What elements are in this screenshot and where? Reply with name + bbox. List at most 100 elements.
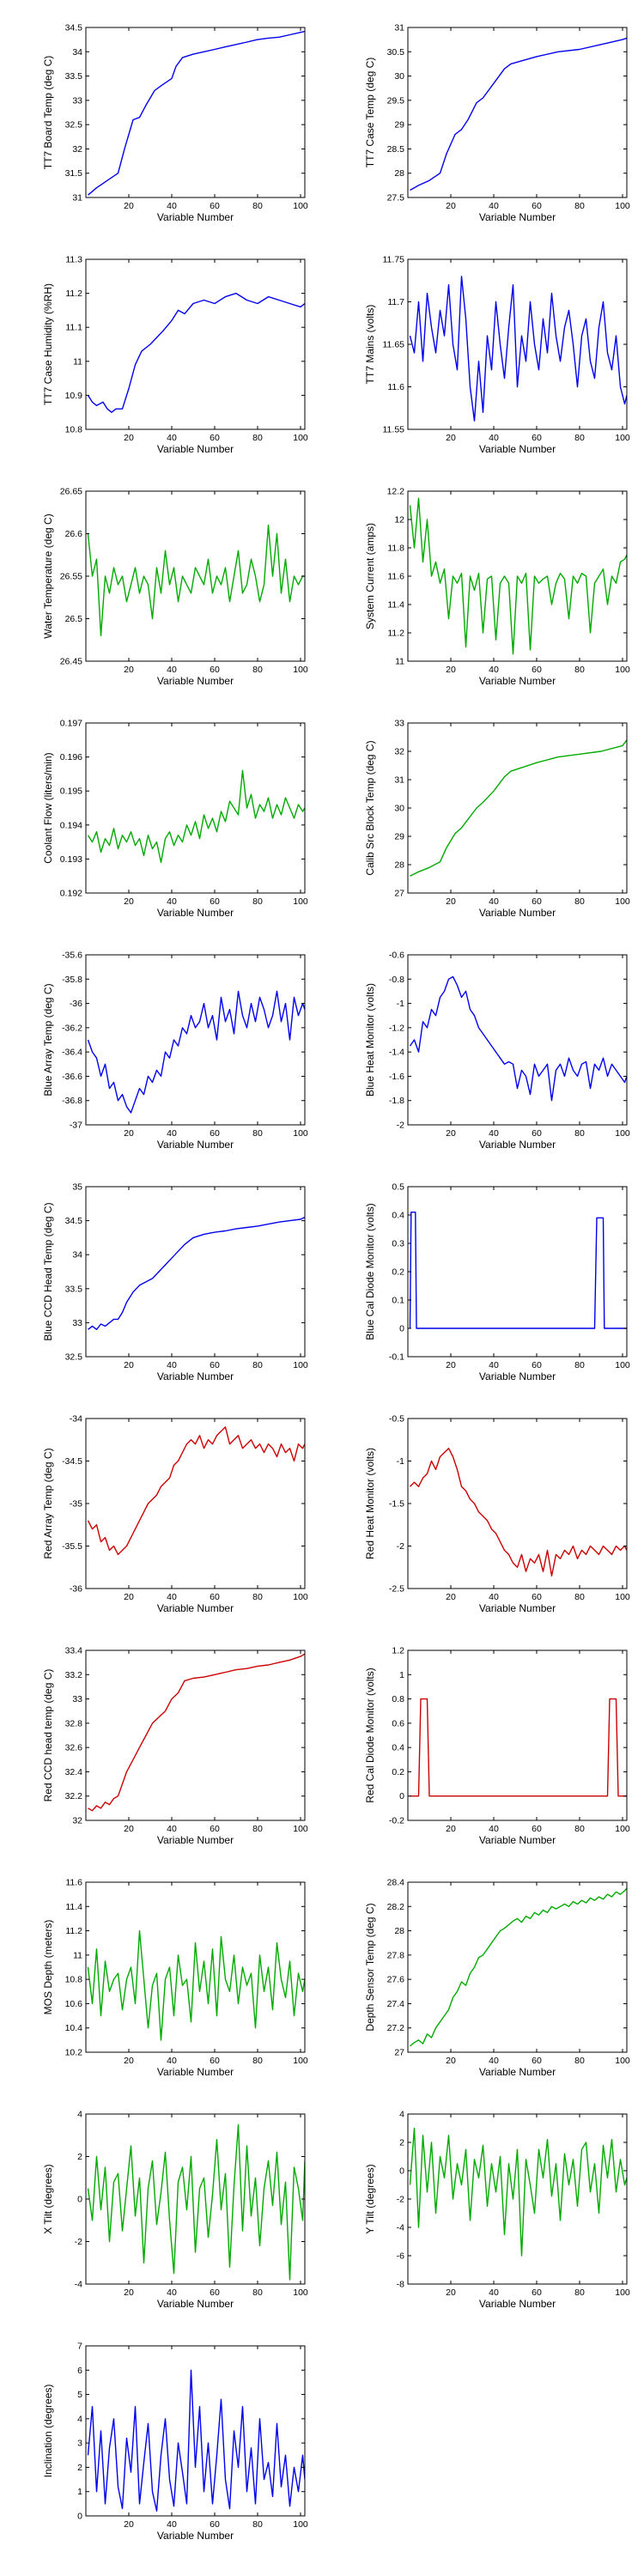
x-axis-label: Variable Number — [479, 675, 556, 687]
plot-frame — [407, 954, 628, 1126]
y-tick-label: 2 — [77, 2152, 82, 2162]
series-line — [409, 497, 627, 655]
y-tick-label: 11.2 — [65, 289, 82, 299]
x-axis-label: Variable Number — [157, 2530, 234, 2542]
y-tick-label: 32.2 — [65, 1791, 83, 1801]
series-line — [409, 1212, 627, 1329]
y-tick-label: 11.4 — [387, 600, 404, 611]
chart-svg: 20 40 60 80 100 32 32.2 32.4 32.6 32.8 33 33.2 33.4 V… — [42, 1646, 308, 1847]
x-tick-label: 100 — [293, 665, 308, 675]
x-tick-label: 100 — [293, 433, 308, 443]
y-tick-label: 10.6 — [65, 1999, 83, 2009]
x-tick-label: 60 — [532, 2287, 542, 2298]
x-tick-label: 60 — [210, 433, 220, 443]
x-tick-label: 60 — [532, 1360, 542, 1370]
y-tick-label: 33.5 — [65, 71, 83, 82]
x-tick-label: 40 — [167, 1360, 177, 1370]
y-tick-label: 30 — [394, 71, 404, 82]
chart-panel-11: 20 40 60 80 100 32.5 33 33.5 34 34.5 35 Variable Nu… — [0, 1159, 322, 1391]
plot-frame — [85, 722, 306, 894]
chart-panel-3: 20 40 60 80 100 10.8 10.9 11 11.1 11.2 11.3 Variabl… — [0, 232, 322, 464]
x-axis-label: Variable Number — [157, 2066, 234, 2078]
x-tick-label: 60 — [532, 1592, 542, 1602]
x-tick-label: 60 — [210, 1824, 220, 1834]
x-tick-label: 60 — [210, 665, 220, 675]
chart-svg: 20 40 60 80 100 -36 -35.5 -35 -34.5 -34 Variable N… — [42, 1414, 308, 1615]
y-tick-label: 27 — [394, 889, 404, 899]
plot-frame — [85, 1881, 306, 2053]
y-tick-label: 11 — [395, 657, 404, 667]
y-tick-label: 27.4 — [387, 1999, 405, 2009]
x-tick-label: 20 — [446, 2287, 456, 2298]
x-tick-label: 80 — [252, 2519, 263, 2530]
plot-frame — [407, 1186, 628, 1358]
y-tick-label: 32.6 — [65, 1743, 83, 1753]
y-axis-label: Blue Array Temp (deg C) — [42, 983, 54, 1096]
y-axis-label: Calib Src Block Temp (deg C) — [364, 740, 376, 875]
x-tick-label: 100 — [293, 1360, 308, 1370]
chart-panel-1: 20 40 60 80 100 31 31.5 32 32.5 33 33.5 34 34.5 Varia… — [0, 0, 322, 232]
chart-panel-16: 20 40 60 80 100 -0.2 0 0.2 0.4 0.6 0.8 1 1.2 Variable… — [322, 1623, 644, 1855]
x-tick-label: 20 — [446, 1824, 456, 1834]
y-tick-label: 0.4 — [392, 1743, 404, 1753]
y-tick-label: 32 — [72, 144, 82, 155]
chart-svg: 20 40 60 80 100 0.192 0.193 0.194 0.195 0.196 0.19… — [42, 719, 308, 920]
chart-panel-5: 20 40 60 80 100 26.45 26.5 26.55 26.6 26.65 Variab… — [0, 464, 322, 696]
x-tick-label: 20 — [446, 433, 456, 443]
series-line — [88, 1653, 305, 1812]
chart-panel-14: 20 40 60 80 100 -2.5 -2 -1.5 -1 -0.5 Variable Numb… — [322, 1391, 644, 1623]
y-tick-label: 1 — [77, 2487, 82, 2497]
y-axis-label: Depth Sensor Temp (deg C) — [364, 1903, 376, 2031]
x-tick-label: 100 — [293, 201, 308, 211]
y-tick-label: 10.8 — [65, 1975, 83, 1985]
chart-svg: 20 40 60 80 100 -4 -2 0 2 4 Variable Number X Tilt … — [42, 2110, 308, 2311]
y-tick-label: 0 — [77, 2512, 82, 2522]
x-axis-label: Variable Number — [479, 1834, 556, 1846]
y-tick-label: -35.6 — [62, 951, 82, 961]
plot-frame — [85, 27, 306, 198]
x-tick-label: 100 — [615, 201, 630, 211]
x-tick-label: 20 — [124, 1128, 134, 1139]
y-axis-label: Coolant Flow (liters/min) — [42, 752, 54, 863]
y-tick-label: -2 — [397, 1541, 404, 1552]
y-tick-label: 34.5 — [65, 1216, 83, 1226]
x-tick-label: 60 — [210, 1360, 220, 1370]
y-tick-label: 0.192 — [60, 889, 82, 899]
x-axis-label: Variable Number — [479, 2298, 556, 2310]
x-tick-label: 40 — [167, 201, 177, 211]
y-tick-label: 0.193 — [60, 854, 82, 865]
y-tick-label: 26.55 — [60, 572, 82, 582]
x-tick-label: 40 — [167, 665, 177, 675]
y-tick-label: -36 — [70, 1584, 82, 1595]
chart-panel-2: 20 40 60 80 100 27.5 28 28.5 29 29.5 30 30.5 31 Varia… — [322, 0, 644, 232]
chart-panel-9: 20 40 60 80 100 -37 -36.8 -36.6 -36.4 -36.2 -36 -35… — [0, 927, 322, 1159]
y-tick-label: 0.3 — [392, 1239, 404, 1249]
y-tick-label: 28 — [394, 860, 404, 871]
plot-frame — [85, 1649, 306, 1821]
y-tick-label: 11 — [73, 356, 82, 367]
x-tick-label: 20 — [124, 1592, 134, 1602]
y-tick-label: 0.197 — [60, 719, 82, 729]
x-tick-label: 100 — [615, 1592, 630, 1602]
x-tick-label: 60 — [210, 2287, 220, 2298]
y-tick-label: 31 — [394, 23, 404, 33]
x-tick-label: 80 — [574, 1592, 585, 1602]
x-axis-label: Variable Number — [157, 443, 234, 455]
y-tick-label: 0.194 — [60, 820, 82, 830]
y-axis-label: Blue CCD Head Temp (deg C) — [42, 1202, 54, 1340]
y-tick-label: 11.1 — [65, 323, 82, 333]
chart-panel-15: 20 40 60 80 100 32 32.2 32.4 32.6 32.8 33 33.2 33.4 V… — [0, 1623, 322, 1855]
y-tick-label: 32 — [72, 1816, 82, 1826]
chart-panel-21: 20 40 60 80 100 0 1 2 3 4 5 6 7 Variable Number Inclin… — [0, 2318, 322, 2550]
y-tick-label: -1.8 — [389, 1096, 404, 1106]
chart-svg: 20 40 60 80 100 0 1 2 3 4 5 6 7 Variable Number Inclin… — [42, 2342, 308, 2543]
y-tick-label: 11.55 — [383, 425, 405, 435]
y-tick-label: 27 — [394, 2048, 404, 2058]
y-tick-label: 11.6 — [387, 572, 404, 582]
x-tick-label: 40 — [489, 433, 499, 443]
y-tick-label: 27.2 — [387, 2023, 405, 2033]
x-tick-label: 20 — [446, 1592, 456, 1602]
x-tick-label: 80 — [252, 665, 263, 675]
x-tick-label: 20 — [446, 2056, 456, 2066]
chart-svg: 20 40 60 80 100 -8 -6 -4 -2 0 2 4 Variable Number Y T… — [364, 2110, 630, 2311]
